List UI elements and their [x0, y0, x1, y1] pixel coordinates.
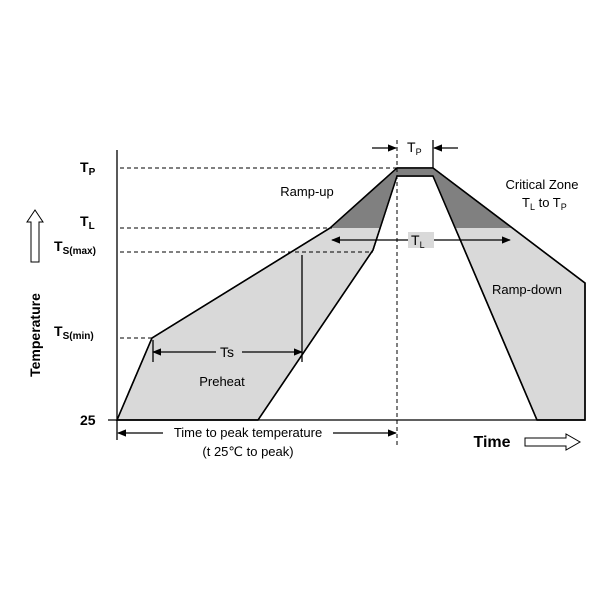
up-arrow	[26, 209, 44, 263]
t: T	[407, 139, 416, 155]
t: T	[411, 232, 420, 248]
right-arrow	[524, 433, 582, 451]
x-axis-label: Time	[473, 434, 510, 451]
critical-zone	[330, 168, 512, 228]
t: T	[54, 323, 63, 339]
time-to-peak-note: (t 25℃ to peak)	[202, 444, 293, 459]
span-label-bg	[216, 344, 242, 360]
sub: S(max)	[63, 246, 96, 257]
sub: L	[530, 202, 535, 212]
span-label-bg	[163, 425, 333, 441]
critical-zone-label: Critical Zone	[506, 177, 579, 192]
sub: L	[420, 240, 425, 250]
tsmax-level-label: TS(max)	[54, 238, 96, 257]
tp-level-label: TP	[80, 159, 96, 178]
ramp-down-label: Ramp-down	[492, 282, 562, 297]
span-label-bg	[408, 232, 434, 248]
mid: to T	[535, 195, 561, 210]
tsmin-level-label: TS(min)	[54, 323, 94, 342]
sub: S(min)	[63, 331, 94, 342]
base-level-label: 25	[80, 412, 96, 428]
time-to-peak-label: Time to peak temperature	[174, 425, 322, 440]
sub: P	[561, 202, 567, 212]
ts-span-label: Ts	[220, 344, 234, 360]
t: T	[54, 238, 63, 254]
preheat-label: Preheat	[199, 374, 245, 389]
ramp-up-label: Ramp-up	[280, 184, 333, 199]
tl-span-label: TL	[411, 232, 425, 250]
t: T	[80, 213, 89, 229]
sub: L	[89, 221, 95, 232]
tp-span-label: TP	[407, 139, 422, 157]
t: T	[522, 195, 530, 210]
sub: P	[416, 147, 422, 157]
critical-range-label: TL to TP	[522, 195, 567, 212]
y-axis-label: Temperature	[27, 293, 43, 377]
tl-level-label: TL	[80, 213, 95, 232]
sub: P	[89, 167, 96, 178]
t: T	[80, 159, 89, 175]
